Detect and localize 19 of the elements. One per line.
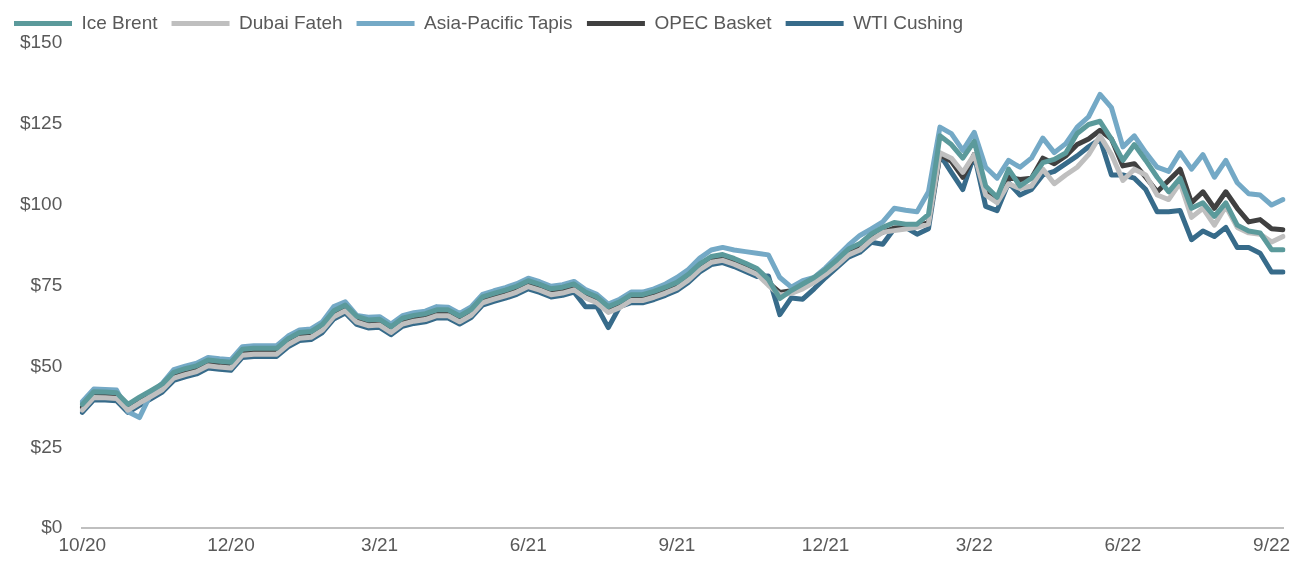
x-tick-label: 9/21 [658, 533, 696, 555]
x-tick-label: 3/22 [955, 533, 993, 555]
legend-label: Ice Brent [81, 11, 159, 33]
legend-label: Dubai Fateh [239, 11, 343, 33]
legend-label: OPEC Basket [654, 11, 773, 33]
y-tick-label: $150 [19, 31, 63, 53]
y-tick-label: $125 [19, 112, 63, 134]
y-tick-label: $50 [30, 354, 63, 376]
x-tick-label: 3/21 [361, 533, 399, 555]
legend-label: Asia-Pacific Tapis [424, 11, 573, 33]
x-tick-label: 6/22 [1104, 533, 1142, 555]
x-tick-label: 9/22 [1253, 533, 1291, 555]
y-tick-label: $25 [30, 435, 63, 457]
y-tick-label: $75 [30, 273, 63, 295]
x-tick-label: 12/21 [801, 533, 850, 555]
x-tick-label: 6/21 [509, 533, 547, 555]
x-tick-label: 12/20 [207, 533, 255, 555]
y-tick-label: $100 [19, 192, 63, 214]
legend-label: WTI Cushing [853, 11, 963, 33]
